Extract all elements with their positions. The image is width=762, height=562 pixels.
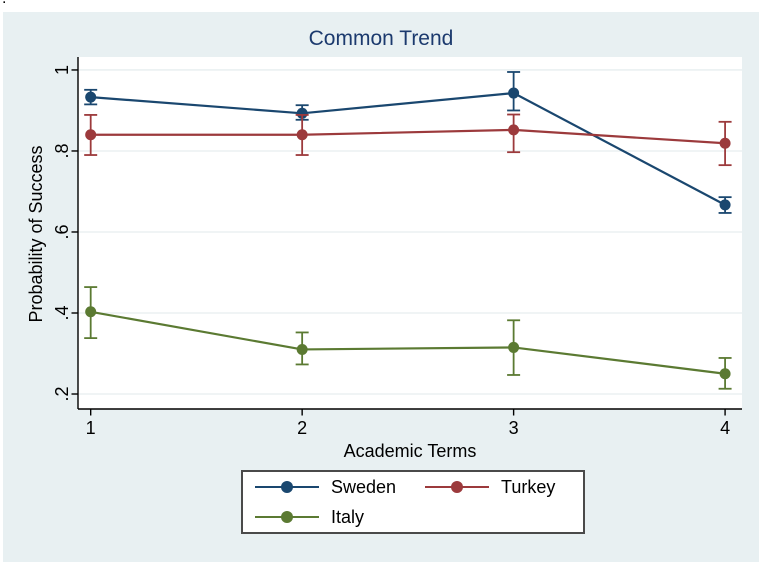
legend-line-sample-sweden <box>255 481 319 493</box>
y-tick-label: .2 <box>52 387 72 402</box>
chart-title: Common Trend <box>308 27 454 50</box>
x-tick-label: 1 <box>86 418 96 438</box>
series-line-turkey <box>90 128 726 145</box>
legend-item-turkey: Turkey <box>413 472 583 502</box>
y-tick-label: .6 <box>52 224 72 239</box>
data-point-italy-2 <box>296 343 308 355</box>
legend-label-italy: Italy <box>331 506 365 527</box>
console-period-artifact: . <box>2 0 6 7</box>
series-line-sweden <box>90 91 726 206</box>
legend-label-sweden: Sweden <box>331 476 397 497</box>
legend: Sweden Turkey Italy <box>241 470 585 534</box>
legend-line-sample-italy <box>255 511 319 523</box>
data-point-sweden-2 <box>296 107 308 119</box>
y-tick-label: 1 <box>52 65 72 75</box>
data-point-sweden-1 <box>85 91 97 103</box>
data-point-turkey-1 <box>85 129 97 141</box>
legend-item-sweden: Sweden <box>243 472 413 502</box>
legend-marker-icon <box>281 511 293 523</box>
data-point-turkey-3 <box>508 124 520 136</box>
data-point-italy-3 <box>508 341 520 353</box>
legend-line-sample-turkey <box>425 481 489 493</box>
data-point-sweden-3 <box>508 87 520 99</box>
legend-marker-icon <box>451 481 463 493</box>
data-point-turkey-4 <box>719 137 731 149</box>
data-point-italy-4 <box>719 368 731 380</box>
legend-label-turkey: Turkey <box>501 476 556 497</box>
data-point-sweden-4 <box>719 199 731 211</box>
x-axis-title: Academic Terms <box>343 441 477 461</box>
x-tick-label: 3 <box>509 418 519 438</box>
data-point-italy-1 <box>85 306 97 318</box>
plot-area <box>78 57 742 409</box>
y-tick-label: .8 <box>52 143 72 158</box>
x-tick-label: 2 <box>297 418 307 438</box>
series-line-italy <box>90 310 726 375</box>
x-tick-label: 4 <box>720 418 730 438</box>
y-tick-label: .4 <box>52 305 72 320</box>
y-axis-title: Probability of Success <box>26 145 46 323</box>
data-point-turkey-2 <box>296 129 308 141</box>
legend-marker-icon <box>281 481 293 493</box>
legend-item-italy: Italy <box>243 502 413 532</box>
